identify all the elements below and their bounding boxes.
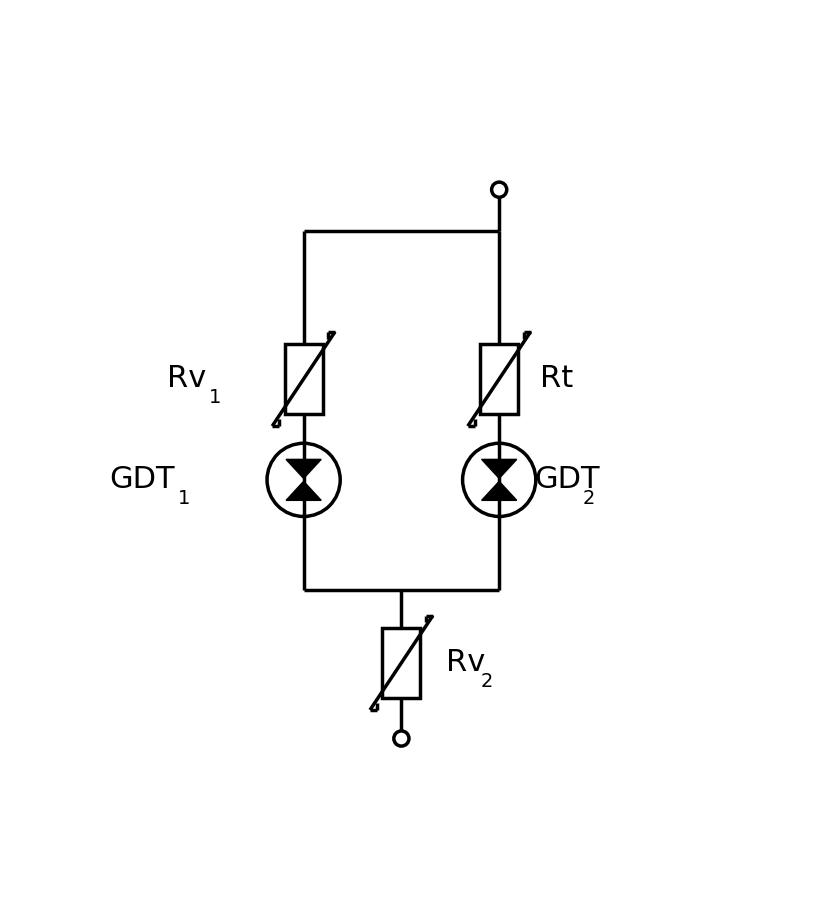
Text: GDT: GDT — [109, 465, 174, 494]
Bar — [480, 345, 518, 414]
Text: 2: 2 — [583, 489, 596, 508]
Polygon shape — [286, 482, 322, 500]
Text: 2: 2 — [480, 673, 492, 691]
Polygon shape — [286, 460, 322, 479]
Text: Rt: Rt — [540, 365, 573, 393]
Text: 1: 1 — [177, 489, 190, 508]
Bar — [285, 345, 322, 414]
Circle shape — [394, 731, 409, 746]
Circle shape — [492, 182, 507, 198]
Text: Rv: Rv — [445, 648, 485, 677]
Polygon shape — [482, 460, 517, 479]
Text: 1: 1 — [209, 389, 221, 407]
Text: GDT: GDT — [534, 465, 599, 494]
Polygon shape — [482, 482, 517, 500]
Circle shape — [462, 443, 536, 516]
Bar — [383, 628, 420, 698]
Circle shape — [267, 443, 340, 516]
Text: Rv: Rv — [167, 365, 206, 393]
